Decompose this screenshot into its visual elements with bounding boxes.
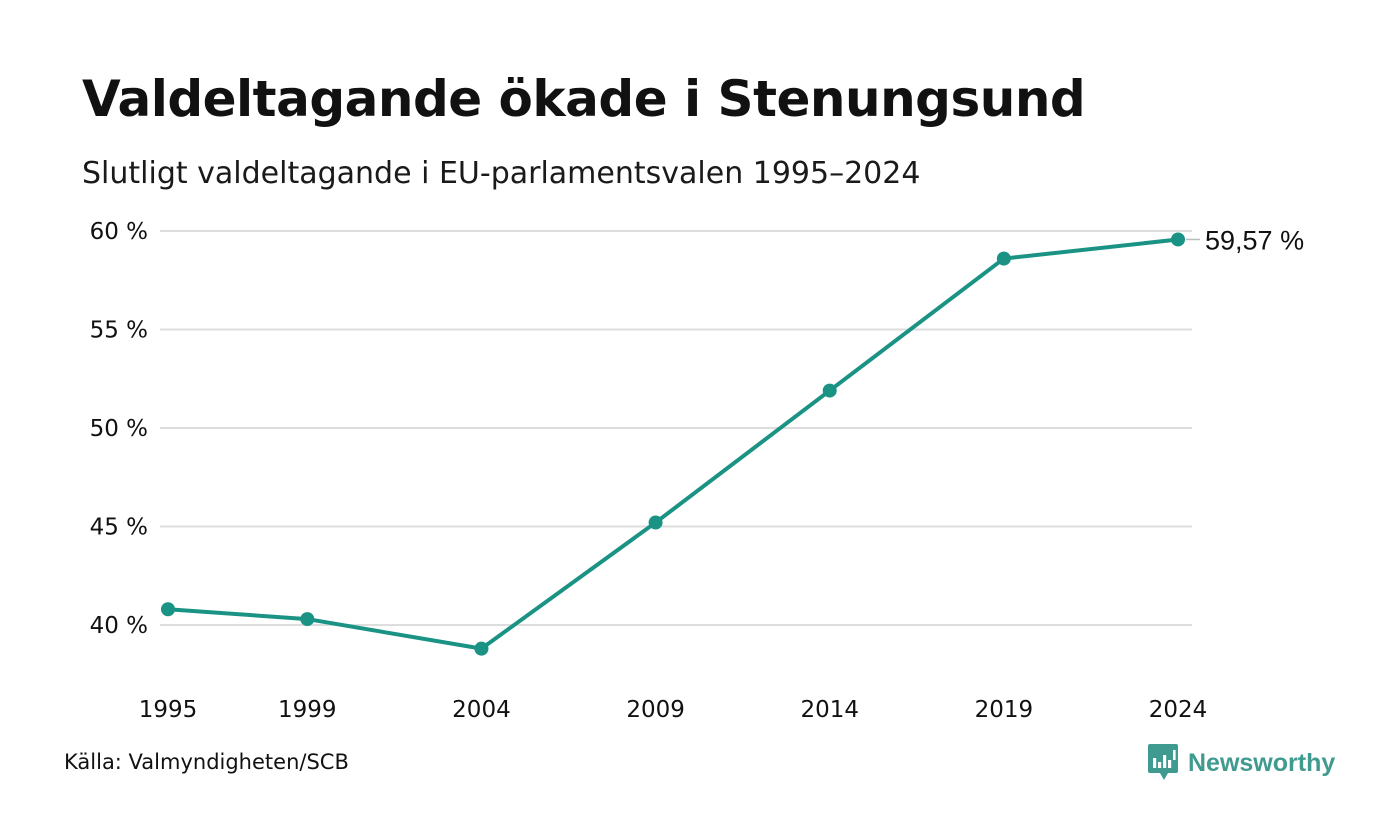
x-tick-label: 1995 xyxy=(139,697,198,723)
data-point xyxy=(822,383,837,398)
data-point xyxy=(1171,232,1185,247)
brand-name: Newsworthy xyxy=(1188,748,1336,777)
y-tick-label: 60 % xyxy=(90,219,148,245)
series-line xyxy=(166,237,1180,651)
y-tick-label: 50 % xyxy=(90,416,148,442)
y-tick-label: 45 % xyxy=(90,515,148,541)
x-tick-label: 2019 xyxy=(975,697,1034,723)
y-tick-label: 40 % xyxy=(90,613,148,639)
data-point xyxy=(161,602,175,617)
end-value-label: 59,57 % xyxy=(1205,225,1304,255)
chart-title: Valdeltagande ökade i Stenungsund xyxy=(82,70,1086,128)
newsworthy-logo-icon xyxy=(1148,744,1178,780)
brand-logo: Newsworthy xyxy=(1148,744,1335,782)
chart-subtitle: Slutligt valdeltagande i EU-parlamentsva… xyxy=(82,156,921,191)
x-tick-label: 2004 xyxy=(452,697,511,723)
end-label-group: 59,57 % xyxy=(1186,225,1304,255)
y-axis-tick-labels: 40 % 45 % 50 % 55 % 60 % xyxy=(90,219,148,639)
x-tick-label: 2024 xyxy=(1149,697,1208,723)
data-point xyxy=(300,612,315,627)
gridlines xyxy=(160,230,1192,626)
y-tick-label: 55 % xyxy=(90,318,148,344)
x-tick-label: 1999 xyxy=(278,697,337,723)
x-tick-label: 2009 xyxy=(626,697,685,723)
x-axis-tick-labels: 1995 1999 2004 2009 2014 2019 2024 xyxy=(139,697,1208,723)
x-tick-label: 2014 xyxy=(800,697,859,723)
data-point xyxy=(474,641,489,656)
data-point xyxy=(648,515,663,530)
series-group xyxy=(161,232,1185,656)
data-point xyxy=(996,251,1011,266)
source-note: Källa: Valmyndigheten/SCB xyxy=(64,750,349,774)
